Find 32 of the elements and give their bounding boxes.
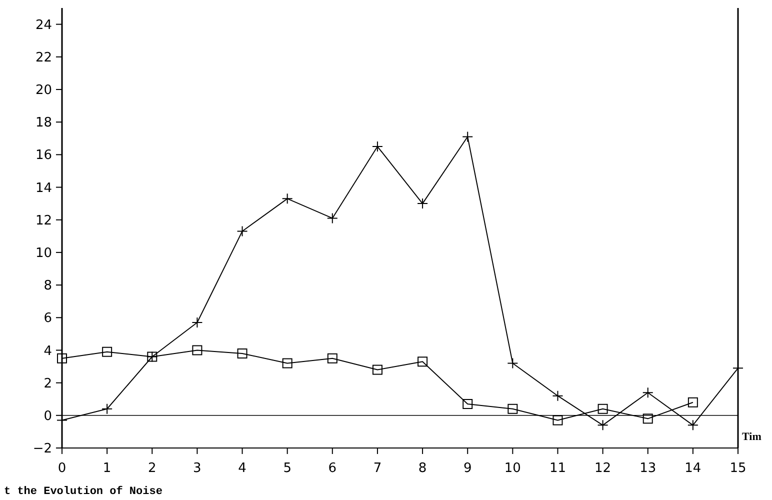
x-tick-label: 6 <box>328 461 337 476</box>
x-tick-label: 13 <box>640 461 656 476</box>
x-tick-label: 10 <box>504 461 521 476</box>
x-tick-label: 8 <box>418 461 427 476</box>
y-tick-label: 14 <box>35 180 52 196</box>
x-tick-label: 4 <box>238 461 246 476</box>
x-tick-label: 1 <box>102 461 112 476</box>
y-tick-label: 12 <box>35 213 52 228</box>
x-tick-label: 11 <box>549 461 566 476</box>
y-tick-label: 24 <box>35 18 52 33</box>
x-tick-label: 0 <box>58 461 66 476</box>
x-tick-label: 3 <box>193 461 202 476</box>
y-tick-label: −2 <box>32 442 52 457</box>
y-tick-label: 6 <box>44 311 52 326</box>
x-tick-label: 5 <box>283 461 292 476</box>
x-tick-label: 12 <box>594 461 612 476</box>
x-tick-label: 2 <box>148 461 156 476</box>
x-tick-label: 15 <box>730 461 746 476</box>
y-tick-label: 0 <box>44 408 52 424</box>
x-tick-label: 7 <box>373 461 382 476</box>
x-tick-label: 14 <box>684 461 702 476</box>
y-tick-label: 18 <box>35 116 52 131</box>
y-tick-label: 20 <box>35 83 52 98</box>
y-tick-label: 10 <box>35 246 52 261</box>
y-tick-label: 4 <box>44 344 52 359</box>
x-axis-title: Tim <box>742 431 762 443</box>
y-tick-label: 8 <box>44 278 52 294</box>
y-tick-label: 2 <box>44 376 52 392</box>
y-tick-label: 22 <box>35 50 52 66</box>
y-tick-label: 16 <box>35 148 52 164</box>
x-tick-label: 9 <box>463 461 472 476</box>
text: t the Evolution of Noise <box>4 485 163 498</box>
